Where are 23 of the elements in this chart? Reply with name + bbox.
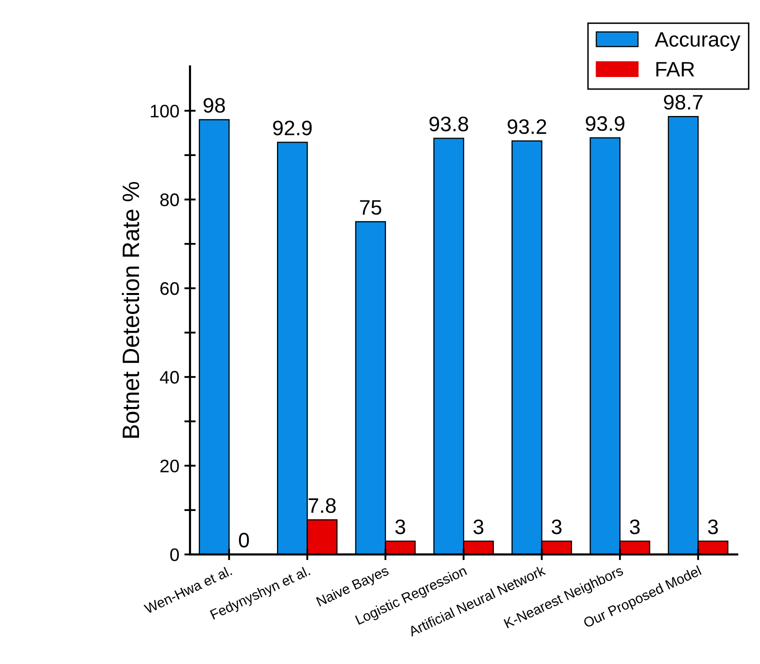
y-tick-label: 20 [160, 460, 179, 472]
data-label: 92.9 [273, 120, 312, 136]
data-label: 98.7 [664, 94, 702, 110]
data-label: 75 [360, 200, 382, 215]
data-label: 3 [708, 519, 718, 534]
data-label: 3 [630, 519, 640, 534]
legend-label: FAR [656, 62, 694, 76]
y-tick-label: 60 [160, 282, 179, 295]
y-tick-label: 40 [160, 370, 179, 384]
data-label: 98 [204, 98, 225, 113]
data-label: 7.8 [308, 498, 336, 513]
legend-label: Accuracy [654, 32, 740, 51]
y-tick-label: 0 [170, 548, 179, 562]
y-tick-label: 80 [160, 193, 179, 206]
y-tick-label: 100 [150, 104, 179, 118]
data-label: 3 [395, 519, 406, 534]
data-label: 3 [552, 519, 562, 534]
data-label: 93.9 [586, 116, 624, 131]
data-label: 0 [238, 532, 249, 548]
data-label: 93.8 [429, 116, 468, 132]
data-label: 3 [473, 519, 484, 534]
data-label: 93.2 [508, 119, 546, 134]
y-axis-title: Botnet Detection Rate % [122, 182, 140, 438]
